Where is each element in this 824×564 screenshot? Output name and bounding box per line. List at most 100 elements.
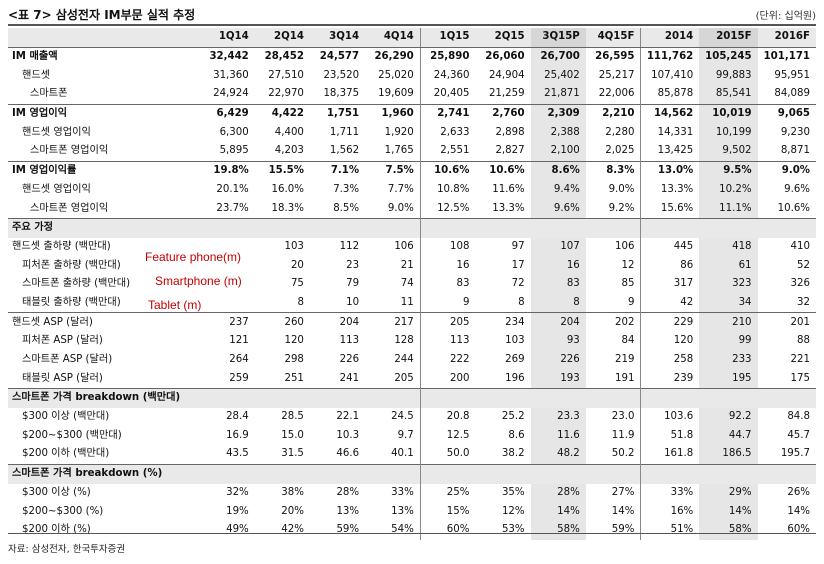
value-cell: 28,452 bbox=[264, 51, 304, 63]
value-cell: 58% bbox=[699, 520, 758, 540]
value-cell bbox=[200, 294, 255, 313]
value-cell: 18,375 bbox=[323, 88, 360, 100]
value-cell: 85 bbox=[621, 278, 635, 290]
header-cell: 1Q14 bbox=[199, 28, 255, 48]
value-cell: 13% bbox=[336, 505, 360, 517]
value-cell: 26,060 bbox=[485, 51, 525, 63]
value-cell: 26,595 bbox=[595, 51, 635, 63]
row-label: IM 영업이익률 bbox=[8, 160, 200, 181]
table-row: IM 영업이익률 19.8% 15.5% 7.1% 7.5% 10.6% 10.6% 8.6%… bbox=[8, 160, 816, 181]
value-cell: 84,089 bbox=[774, 88, 810, 100]
value-cell: 9 bbox=[419, 293, 476, 313]
value-cell: 35% bbox=[501, 486, 525, 498]
value-cell: 7.5% bbox=[365, 160, 421, 181]
value-cell: 9.0% bbox=[608, 183, 635, 195]
value-cell: 34 bbox=[699, 293, 758, 313]
value-cell bbox=[309, 388, 366, 408]
value-cell: 59% bbox=[336, 524, 360, 536]
value-cell: 120 bbox=[284, 335, 304, 347]
value-cell: 2,827 bbox=[495, 145, 525, 157]
value-cell: 60% bbox=[419, 520, 476, 540]
value-cell: 103.6 bbox=[640, 407, 700, 427]
value-cell bbox=[254, 388, 310, 408]
value-cell: 5,895 bbox=[219, 145, 249, 157]
value-cell: 298 bbox=[284, 354, 304, 366]
value-cell: 25,020 bbox=[378, 69, 414, 81]
value-cell: 12 bbox=[621, 259, 635, 271]
value-cell: 10.8% bbox=[419, 180, 476, 200]
value-cell: 23.0 bbox=[611, 411, 635, 423]
value-cell: 1,751 bbox=[309, 103, 366, 124]
value-cell: 85,878 bbox=[640, 85, 700, 105]
value-cell: 2,388 bbox=[530, 123, 586, 143]
value-cell bbox=[585, 388, 641, 408]
table-row: $300 이상 (%) 32% 38% 28% 33% 25% 35% 28% 27% 33% 29… bbox=[8, 483, 816, 503]
table-row: 스마트폰 영업이익 5,895 4,203 1,562 1,765 2,551 2,827 2… bbox=[8, 142, 816, 162]
value-cell: 25,402 bbox=[530, 66, 586, 86]
value-cell: 13.0% bbox=[640, 160, 700, 181]
value-cell: 1,960 bbox=[365, 103, 421, 124]
header-cell: 2016F bbox=[757, 28, 816, 48]
value-cell: 317 bbox=[640, 274, 700, 294]
value-cell bbox=[254, 463, 310, 484]
value-cell: 20 bbox=[290, 259, 304, 271]
value-cell: 221 bbox=[790, 354, 810, 366]
value-cell: 121 bbox=[229, 335, 249, 347]
value-cell: 10,199 bbox=[699, 123, 758, 143]
value-cell: 88 bbox=[797, 335, 810, 347]
value-cell: 28% bbox=[336, 486, 360, 498]
table-row: IM 영업이익 6,429 4,422 1,751 1,960 2,741 2,760 2,3… bbox=[8, 103, 816, 124]
row-label: 피처폰 출하량 (백만대) bbox=[22, 259, 121, 271]
value-cell: 195.7 bbox=[780, 448, 810, 460]
top-divider bbox=[8, 24, 816, 26]
value-cell bbox=[475, 463, 531, 484]
value-cell: 32% bbox=[226, 486, 249, 498]
value-cell: 204 bbox=[309, 312, 366, 332]
value-cell: 52 bbox=[797, 259, 810, 271]
value-cell: 103 bbox=[284, 240, 304, 252]
row-label: 스마트폰 영업이익 bbox=[30, 202, 109, 214]
value-cell bbox=[757, 463, 816, 484]
value-cell: 16 bbox=[419, 256, 476, 275]
value-cell: 113 bbox=[419, 332, 476, 351]
value-cell: 10 bbox=[346, 296, 360, 308]
value-cell: 8 bbox=[530, 293, 586, 313]
value-cell: 101,171 bbox=[763, 51, 810, 63]
bottom-divider bbox=[8, 533, 816, 534]
value-cell: 237 bbox=[199, 312, 255, 332]
value-cell: 186.5 bbox=[699, 445, 758, 465]
value-cell bbox=[699, 217, 758, 238]
value-cell: 111,762 bbox=[640, 47, 700, 67]
row-label: $300 이상 (백만대) bbox=[22, 411, 110, 423]
value-cell: 13% bbox=[391, 505, 414, 517]
header-cell: 1Q15 bbox=[419, 28, 476, 48]
value-cell: 51.8 bbox=[640, 426, 700, 446]
header-cell: 2Q15 bbox=[475, 28, 531, 48]
table-row: $200~$300 (백만대) 16.9 15.0 10.3 9.7 12.5 8.6 11.… bbox=[8, 426, 816, 446]
value-cell: 22,970 bbox=[268, 88, 304, 100]
value-cell: 229 bbox=[640, 312, 700, 332]
value-cell: 4,422 bbox=[254, 103, 310, 124]
value-cell: 8.5% bbox=[333, 202, 360, 214]
value-cell: 24,360 bbox=[419, 66, 476, 86]
value-cell bbox=[530, 463, 586, 484]
table-row: 주요 가정 bbox=[8, 217, 816, 238]
value-cell: 8,871 bbox=[780, 145, 810, 157]
value-cell: 1,765 bbox=[384, 145, 414, 157]
value-cell: 9.5% bbox=[699, 160, 758, 181]
value-cell: 59% bbox=[611, 524, 635, 536]
value-cell: 244 bbox=[394, 354, 414, 366]
table-row: 스마트폰 ASP (달러) 264 298 226 244 222 269 226 219 258… bbox=[8, 350, 816, 370]
value-cell: 1,920 bbox=[384, 126, 414, 138]
value-cell: 18.3% bbox=[271, 202, 304, 214]
value-cell: 28.4 bbox=[226, 411, 249, 423]
value-cell: 27% bbox=[611, 486, 635, 498]
row-label: $200~$300 (%) bbox=[22, 505, 104, 517]
table-row: 태블릿 ASP (달러) 259 251 241 205 200 196 193 191 239 1… bbox=[8, 369, 816, 389]
value-cell: 9.2% bbox=[608, 202, 635, 214]
row-label: $200~$300 (백만대) bbox=[22, 429, 122, 441]
table-row: 스마트폰 24,924 22,970 18,375 19,609 20,405 21,259… bbox=[8, 85, 816, 105]
value-cell: 196 bbox=[505, 372, 525, 384]
value-cell: 2,100 bbox=[530, 142, 586, 162]
value-cell: 106 bbox=[615, 240, 635, 252]
